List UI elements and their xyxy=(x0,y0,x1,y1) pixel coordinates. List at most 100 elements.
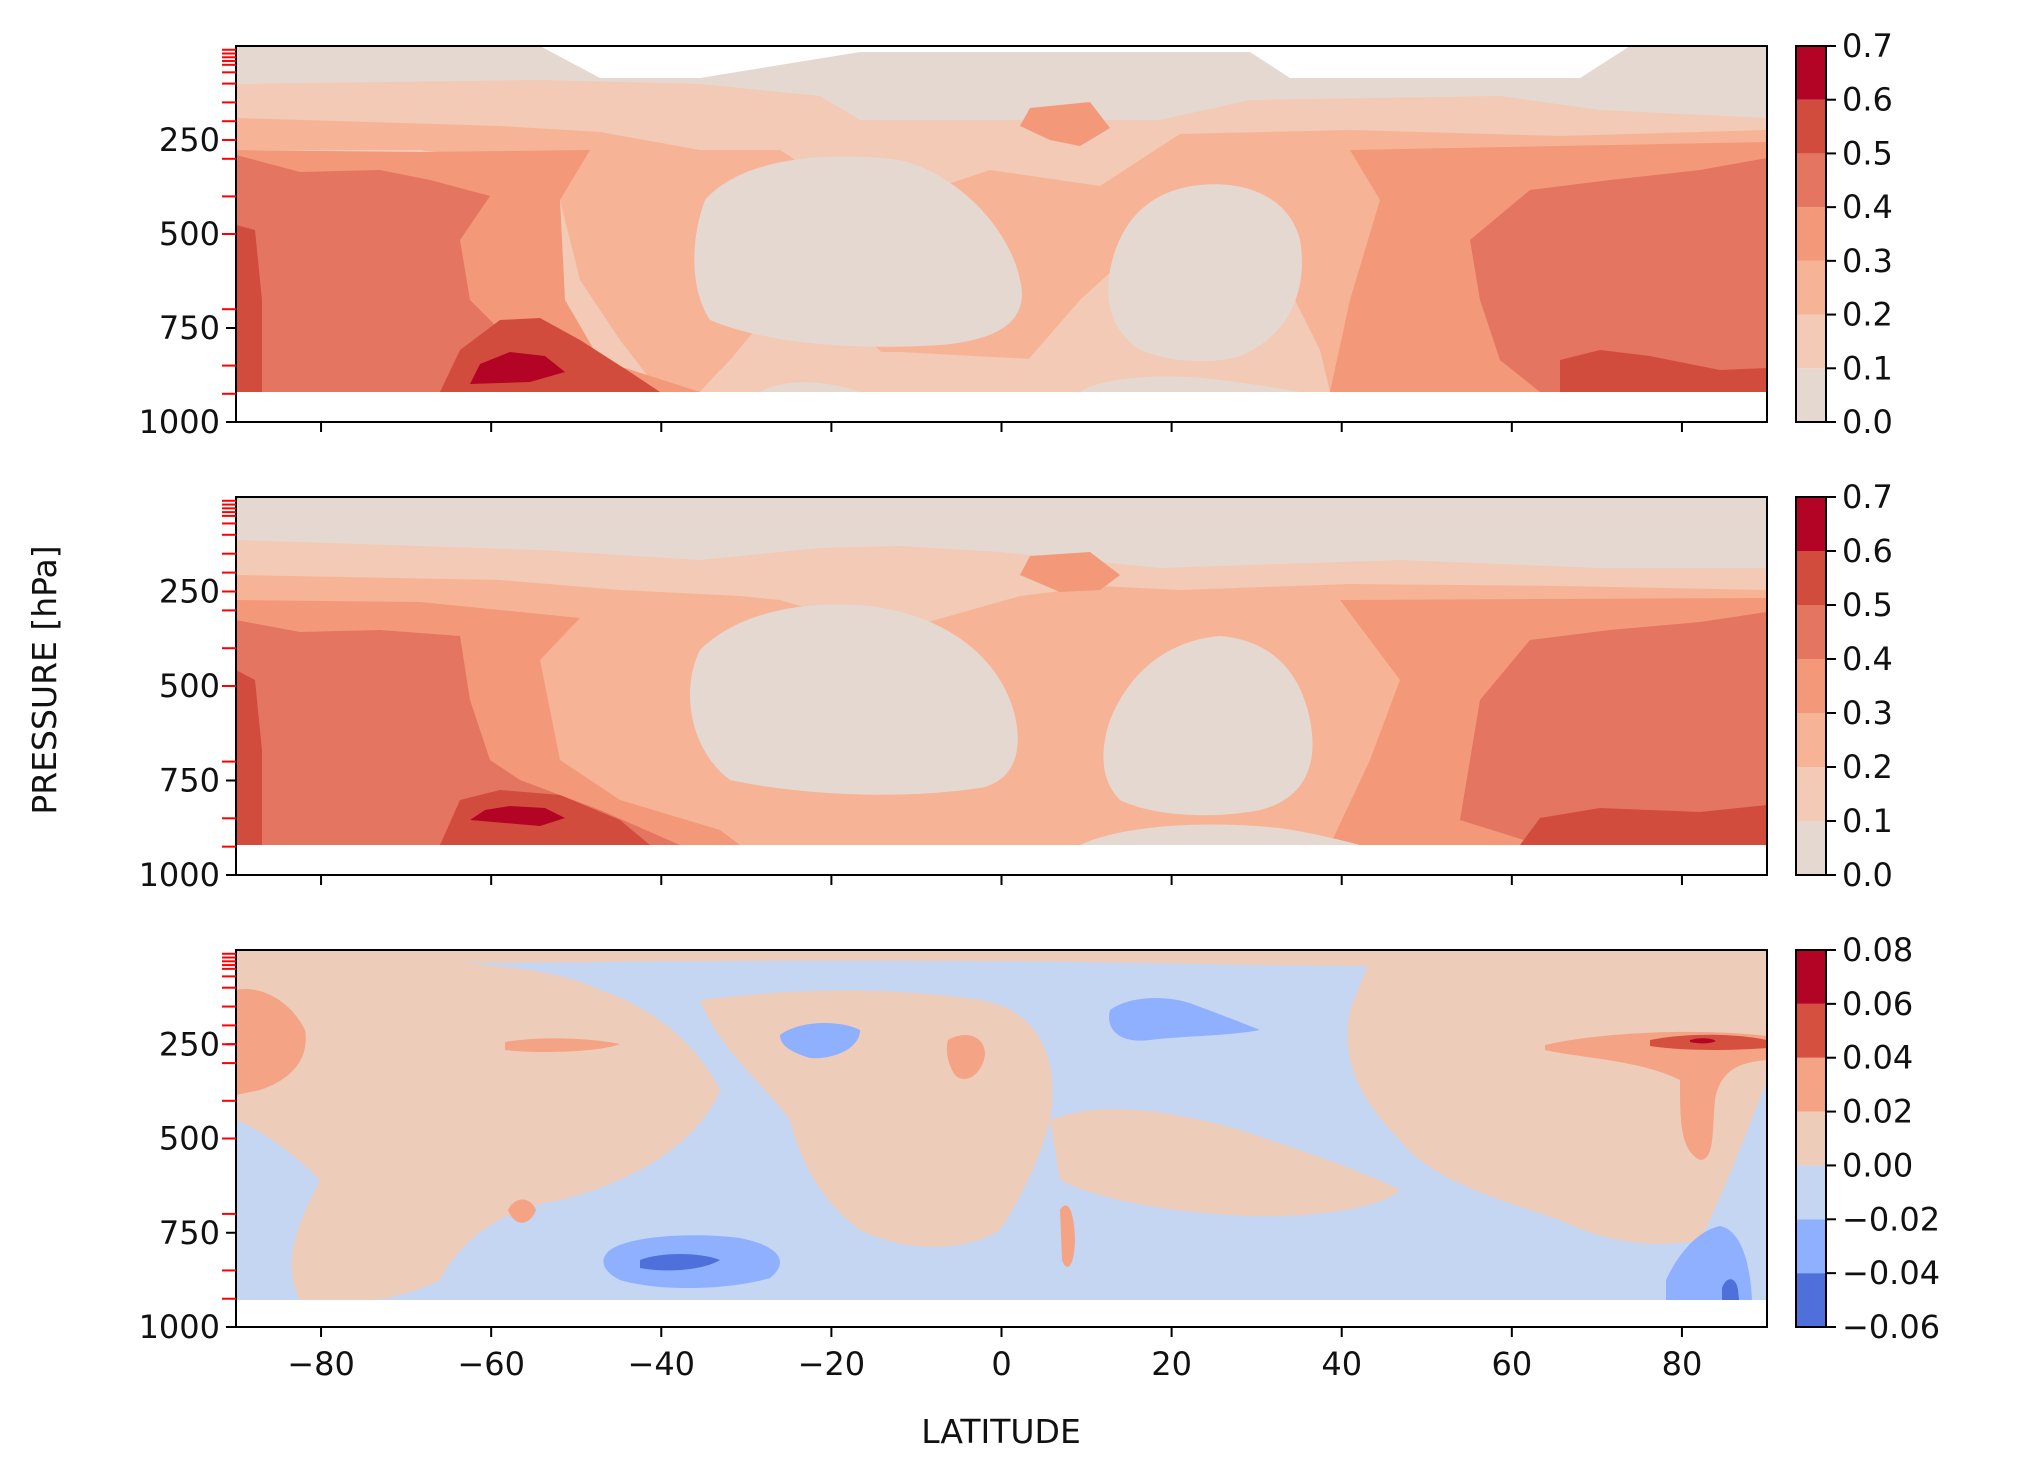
colorbar-segment xyxy=(1796,1057,1826,1112)
colorbar-frame xyxy=(1795,45,1827,423)
y-tick-label: 1000 xyxy=(139,856,220,894)
colorbar-segment xyxy=(1796,659,1826,713)
colorbar-segment xyxy=(1796,46,1826,100)
colorbar-tick-label: 0.3 xyxy=(1842,694,1893,732)
colorbar-segment xyxy=(1796,1003,1826,1058)
band-4 xyxy=(236,620,680,845)
y-tick-label: 250 xyxy=(159,121,220,159)
y-tick-label: 500 xyxy=(159,1120,220,1158)
trop-min-south xyxy=(694,156,1022,347)
colorbar-tick-label: 0.7 xyxy=(1842,478,1893,516)
colorbar-segment xyxy=(1796,1273,1826,1327)
colorbar-frame xyxy=(1795,949,1827,1328)
colorbar-segment xyxy=(1796,368,1826,422)
colorbar-segment xyxy=(1796,950,1826,1004)
band-5b xyxy=(1560,350,1767,392)
colorbar-tick-label: 0.04 xyxy=(1842,1039,1913,1077)
colorbar-segment xyxy=(1796,497,1826,551)
pos-upper-strip xyxy=(236,950,1767,967)
colorbar-tick-label: 0.08 xyxy=(1842,931,1913,969)
x-tick-label: 60 xyxy=(1491,1345,1532,1383)
colorbar-tick-label: 0.5 xyxy=(1842,586,1893,624)
band-4b xyxy=(1470,158,1767,392)
band-4 xyxy=(236,155,640,392)
contour-fill-middle xyxy=(236,497,1767,875)
colorbar-tick-label: 0.2 xyxy=(1842,296,1893,334)
neg2-sh-250 xyxy=(780,1023,860,1059)
colorbar-tick-label: 0.3 xyxy=(1842,242,1893,280)
colorbar-tick-label: −0.04 xyxy=(1842,1254,1940,1292)
y-tick-label: 250 xyxy=(159,573,220,611)
band-3c xyxy=(1020,552,1120,592)
trop-min-north xyxy=(1103,636,1313,816)
colorbar-segment xyxy=(1796,821,1826,875)
colorbar-bottom: −0.06 −0.04 −0.02 0.00 0.02 0.04 0.06 0.08 xyxy=(1795,931,1940,1346)
colorbar-tick-label: 0.6 xyxy=(1842,532,1893,570)
band-5c xyxy=(236,670,262,845)
x-tick-label: 0 xyxy=(991,1345,1011,1383)
surface-near-zero xyxy=(760,376,1300,392)
colorbar-tick-label: −0.02 xyxy=(1842,1200,1940,1238)
surface-near-zero xyxy=(1080,824,1360,845)
pos2-sh-250 xyxy=(505,1038,620,1052)
contour-fill-top xyxy=(236,46,1767,422)
colorbar-tick-label: 0.02 xyxy=(1842,1093,1913,1131)
colorbar-segment xyxy=(1796,207,1826,261)
pos-north-band xyxy=(1347,957,1767,1244)
colorbar-tick-label: 0.0 xyxy=(1842,856,1893,894)
x-tick-label: 40 xyxy=(1321,1345,1362,1383)
trop-min-south xyxy=(690,604,1018,795)
colorbar-segment xyxy=(1796,551,1826,605)
colorbar-segment xyxy=(1796,1219,1826,1274)
band-6 xyxy=(470,806,565,826)
panel-top: 250 500 750 1000 xyxy=(139,45,1768,441)
y-tick-label: 1000 xyxy=(139,403,220,441)
pos4-nh-250 xyxy=(1690,1038,1716,1044)
colorbar-segment xyxy=(1796,314,1826,369)
colorbar-tick-label: 0.7 xyxy=(1842,27,1893,65)
pos2-eq-lower xyxy=(1060,1205,1075,1267)
y-tick-label: 750 xyxy=(159,309,220,347)
y-tick-label: 750 xyxy=(159,762,220,800)
colorbar-tick-label: 0.5 xyxy=(1842,134,1893,172)
neg2-nh-200 xyxy=(1109,998,1260,1041)
colorbar-tick-label: 0.4 xyxy=(1842,188,1893,226)
colorbar-segment xyxy=(1796,99,1826,154)
pos-mid-north xyxy=(1050,1109,1400,1217)
colorbar-tick-label: 0.00 xyxy=(1842,1146,1913,1184)
colorbar-segment xyxy=(1796,153,1826,208)
x-tick-label: −60 xyxy=(457,1345,525,1383)
neg3-sh-850 xyxy=(640,1254,720,1271)
y-tick-label: 500 xyxy=(159,667,220,705)
x-axis-label: LATITUDE xyxy=(921,1412,1081,1451)
band-6 xyxy=(470,352,565,384)
band-5c xyxy=(236,225,262,392)
colorbar-tick-label: −0.06 xyxy=(1842,1308,1940,1346)
y-tick-label: 1000 xyxy=(139,1308,220,1346)
contour-fill-bottom xyxy=(236,950,1767,1327)
colorbar-frame xyxy=(1795,496,1827,876)
pos2-eq-250 xyxy=(946,1035,985,1079)
trop-lower xyxy=(700,352,1080,392)
panel-bottom: −80 −60 −40 −20 0 20 40 60 80 250 500 750 1000 xyxy=(139,949,1768,1383)
colorbar-segment xyxy=(1796,605,1826,659)
colorbar-segment xyxy=(1796,1111,1826,1166)
colorbar-top: 0.0 0.1 0.2 0.3 0.4 0.5 0.6 0.7 xyxy=(1795,27,1893,441)
x-tick-label: −20 xyxy=(798,1345,866,1383)
y-tick-label: 750 xyxy=(159,1214,220,1252)
x-tick-label: 20 xyxy=(1151,1345,1192,1383)
band-4b xyxy=(1460,612,1767,845)
pos2-sh-upper xyxy=(236,989,306,1095)
y-tick-label: 500 xyxy=(159,215,220,253)
colorbar-segment xyxy=(1796,767,1826,821)
colorbar-tick-label: 0.0 xyxy=(1842,403,1893,441)
colorbar-tick-label: 0.4 xyxy=(1842,640,1893,678)
x-tick-label: −80 xyxy=(287,1345,355,1383)
colorbar-tick-label: 0.1 xyxy=(1842,349,1893,387)
band-5b xyxy=(1520,805,1767,845)
colorbar-tick-label: 0.1 xyxy=(1842,802,1893,840)
colorbar-tick-label: 0.6 xyxy=(1842,81,1893,119)
colorbar-segment xyxy=(1796,260,1826,315)
colorbar-tick-label: 0.2 xyxy=(1842,748,1893,786)
